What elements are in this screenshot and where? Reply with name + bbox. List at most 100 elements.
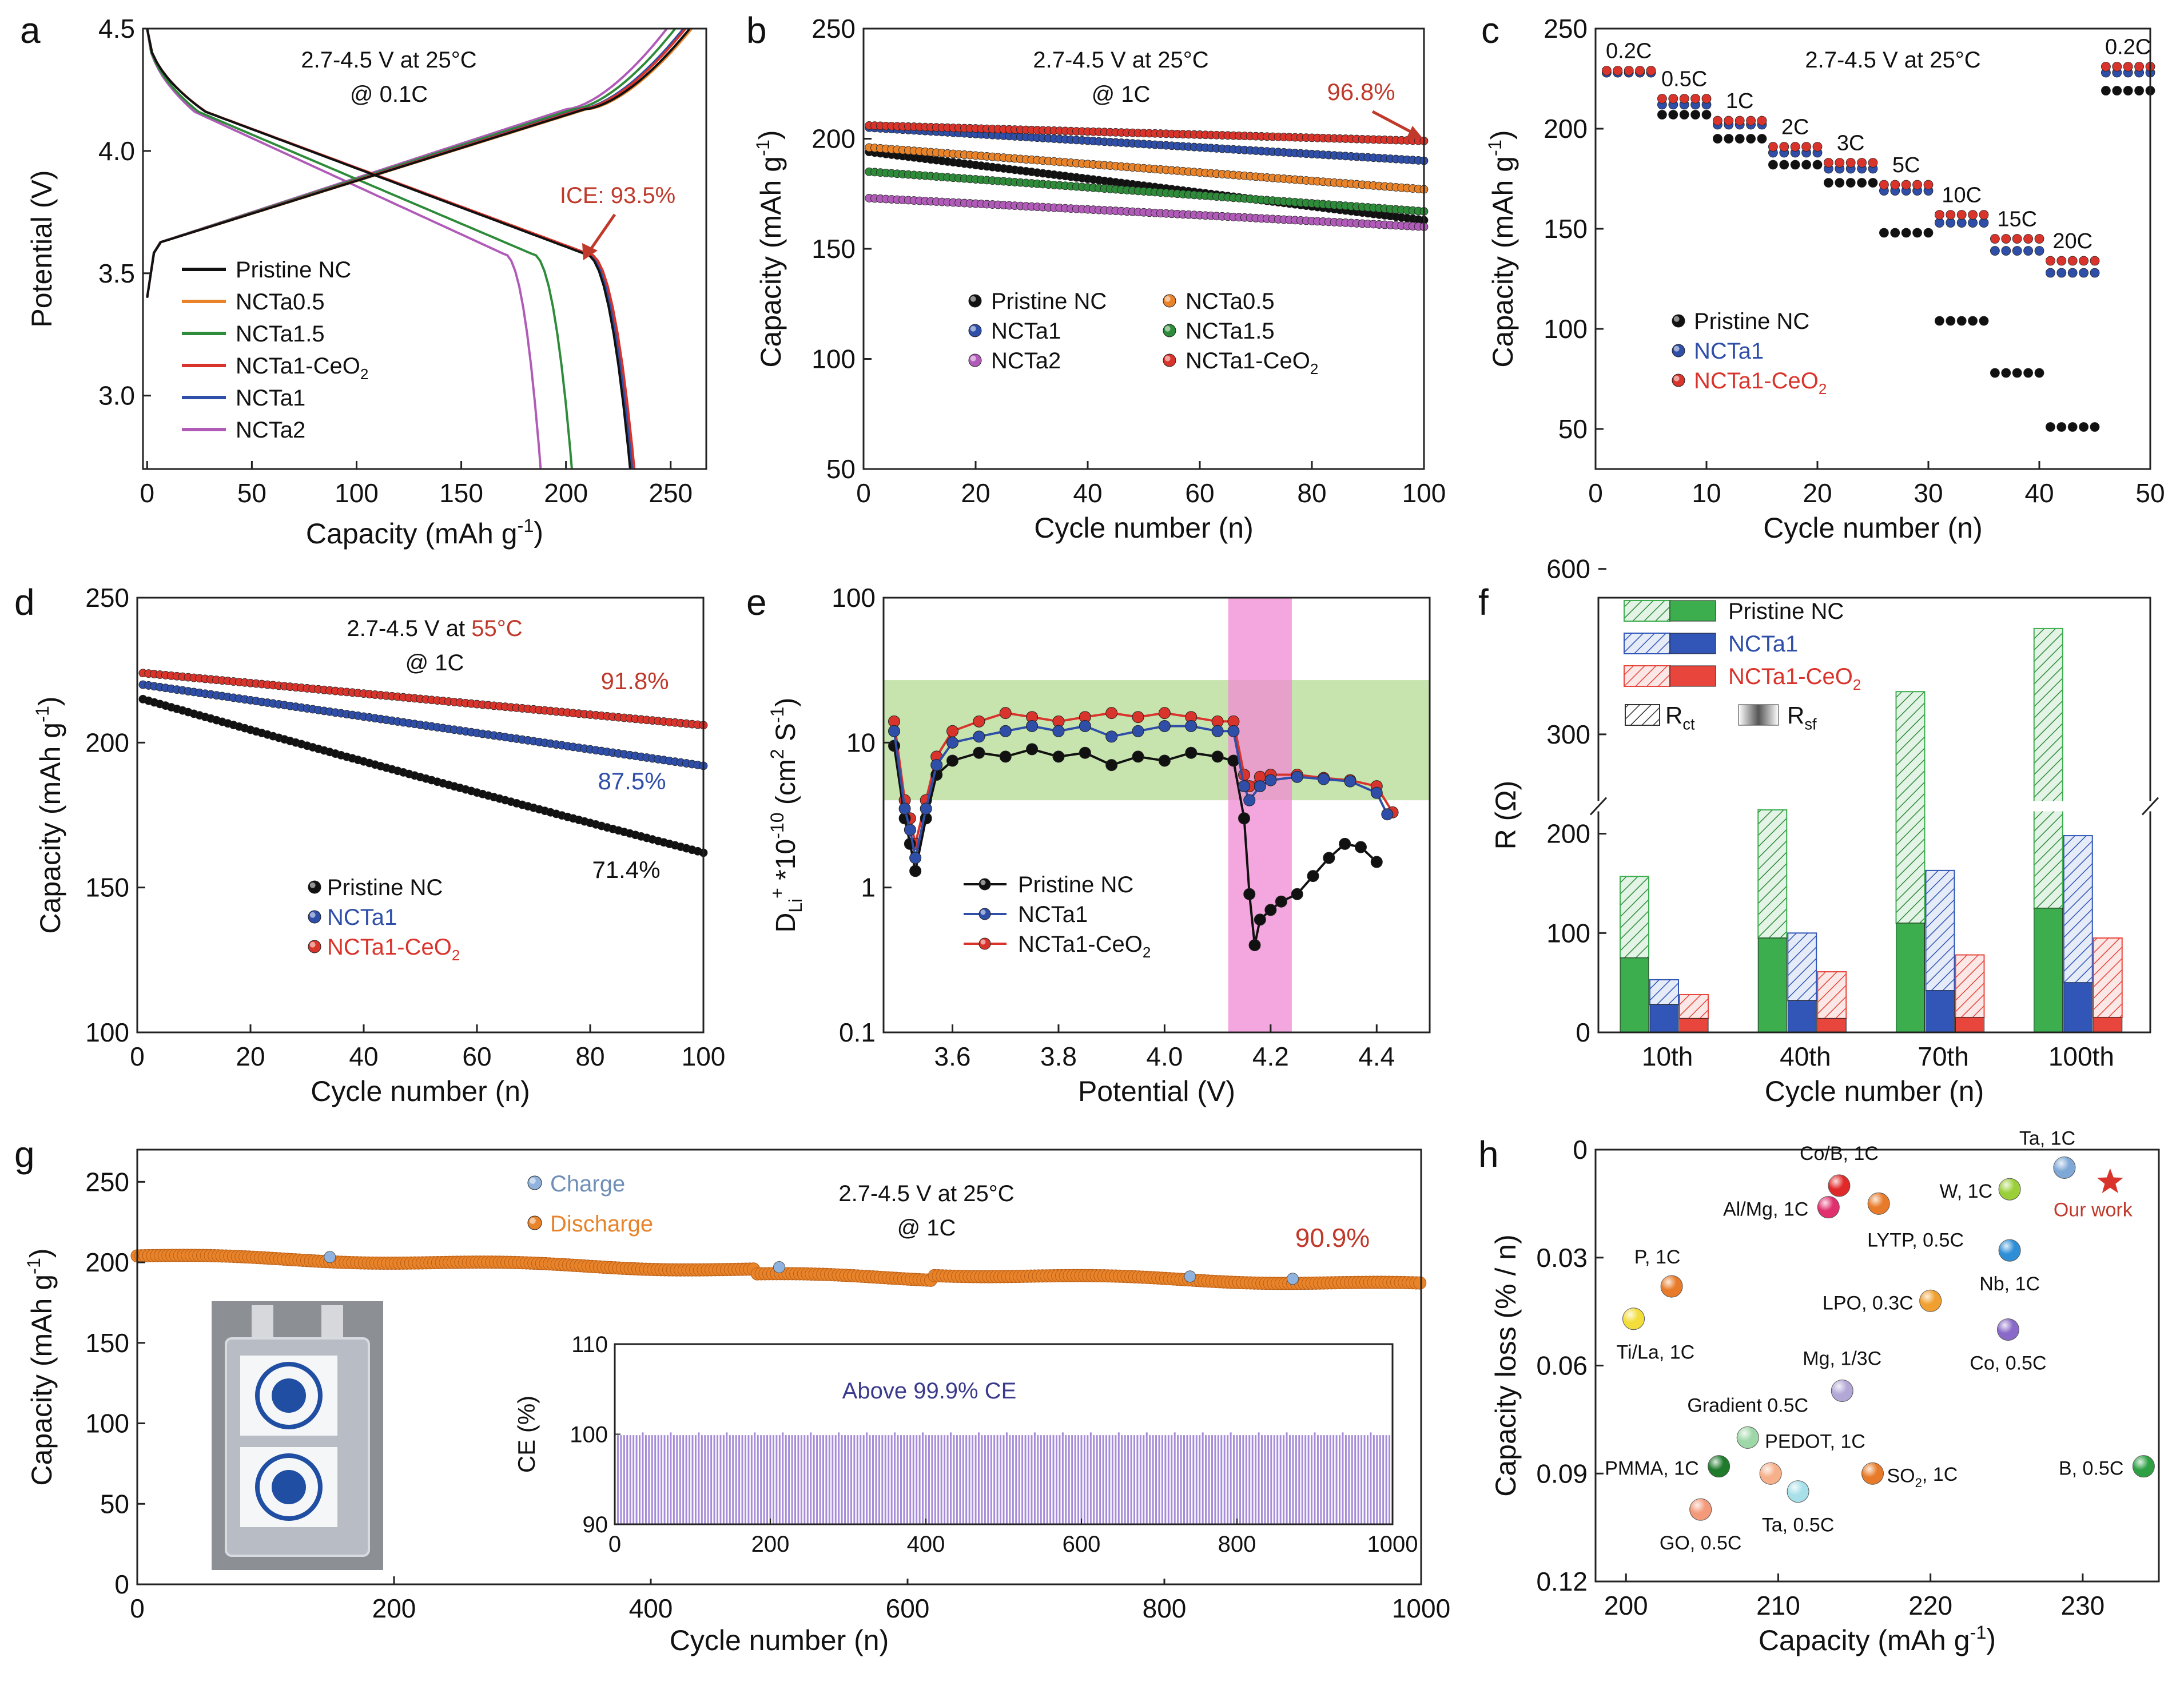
legend-swatch-rct: [1624, 665, 1670, 687]
data-point: [2056, 268, 2067, 278]
data-point: [2023, 368, 2034, 378]
data-point-shine: [1661, 1275, 1683, 1298]
inset-x-tick-label: 600: [1063, 1532, 1101, 1557]
cell-tab: [252, 1305, 273, 1340]
x-axis-title: Capacity (mAh g-1): [306, 515, 543, 550]
rate-label: 15C: [1997, 208, 2037, 232]
x-tick-label: 0: [130, 1042, 145, 1071]
data-point: [909, 865, 922, 877]
point-label: LPO, 0.3C: [1823, 1292, 1914, 1314]
data-point: [2034, 246, 2044, 256]
data-point: [1890, 228, 1900, 238]
x-tick-label: 40: [349, 1042, 378, 1071]
bar-rct: [1620, 876, 1649, 959]
data-point: [904, 824, 916, 836]
y-tick-label: 150: [85, 1328, 129, 1358]
data-point: [909, 852, 922, 864]
plot-frame: [136, 597, 705, 1034]
panel-label: g: [14, 1134, 35, 1175]
bar-rsf: [1620, 957, 1649, 1033]
charge-point: [324, 1251, 336, 1263]
data-point-shine: [1861, 1463, 1884, 1485]
rate-label: 20C: [2052, 229, 2092, 253]
university-logo-center: [272, 1378, 306, 1413]
data-point: [2012, 234, 2022, 244]
point-label: LYTP, 0.5C: [1867, 1229, 1964, 1251]
text-part: Pristine NC: [1728, 599, 1844, 624]
data-point-shine: [2133, 1455, 2155, 1477]
y-tick-label: 4.0: [98, 136, 135, 166]
chart-title: 2.7-4.5 V at 25°C: [1805, 47, 1980, 73]
bar-rct: [1679, 993, 1709, 1019]
data-point: [2112, 62, 2122, 71]
annotation-arrow: [587, 213, 616, 253]
x-tick-label: 80: [575, 1042, 604, 1071]
data-point: [1757, 116, 1767, 126]
data-point: [1968, 316, 1978, 326]
inset-x-tick-label: 1000: [1367, 1532, 1418, 1557]
data-point: [1879, 228, 1889, 238]
data-point-shine: [1919, 1290, 1942, 1312]
x-tick-label: 4.4: [1358, 1042, 1395, 1071]
y-tick-label: 100: [1543, 314, 1588, 344]
data-point: [1227, 725, 1240, 737]
y-tick-label: 50: [826, 454, 856, 484]
bar-rct: [1955, 954, 1985, 1018]
data-point: [1105, 707, 1118, 720]
data-point: [1158, 707, 1171, 720]
bar-rsf: [1787, 1000, 1817, 1033]
text-part: Pristine NC: [1694, 309, 1809, 334]
legend-swatch-rsf: [1669, 665, 1716, 687]
charge-curve: [146, 29, 691, 298]
plot-frame: [1597, 597, 2151, 1034]
plot-frame: [1594, 27, 2151, 470]
discharge-curve: [146, 29, 542, 469]
data-point: [1370, 786, 1383, 799]
text-part: SO: [1887, 1465, 1915, 1487]
y-tick-label: 600: [1546, 554, 1590, 584]
discharge-curve: [146, 29, 631, 469]
y-tick-label: 150: [1543, 214, 1588, 244]
data-point: [1724, 134, 1734, 144]
data-point: [2034, 234, 2044, 244]
data-point: [1701, 110, 1712, 120]
rate-label: 0.2C: [2105, 35, 2151, 59]
legend-label: NCTa1: [1694, 339, 1764, 364]
text-part: Capacity (mAh g: [755, 156, 787, 368]
data-point: [1381, 808, 1394, 821]
data-point: [2079, 268, 2089, 278]
data-point: [1923, 228, 1934, 238]
y-tick-label: 150: [85, 873, 129, 903]
data-point: [1624, 66, 1634, 75]
legend-marker-shine: [1164, 296, 1171, 302]
university-logo: [255, 1453, 323, 1521]
data-point-shine: [1817, 1196, 1840, 1218]
bar-rsf: [1757, 937, 1787, 1033]
data-point: [1835, 158, 1845, 168]
data-point: [1956, 316, 1967, 326]
data-point: [1370, 856, 1383, 868]
legend-label: Pristine NC: [991, 289, 1107, 314]
data-point: [1868, 158, 1878, 168]
text-part: Ta, 0.5C: [1762, 1515, 1835, 1536]
data-point: [2079, 422, 2089, 432]
data-point: [1185, 720, 1198, 732]
x-tick-label: 4.0: [1146, 1042, 1183, 1071]
data-point: [1712, 116, 1722, 126]
text-part: 2: [1915, 1476, 1922, 1490]
data-point: [999, 750, 1012, 763]
text-part: GO, 0.5C: [1660, 1532, 1742, 1554]
x-axis-title: Capacity (mAh g-1): [1759, 1622, 1996, 1656]
data-point: [1823, 178, 1833, 188]
axis-title-part: ): [771, 698, 801, 707]
y-tick-label: 250: [1543, 14, 1588, 43]
data-point: [999, 707, 1012, 720]
y-tick-label: 0: [114, 1569, 129, 1599]
text-part: -1: [1970, 1622, 1987, 1643]
x-axis-title: Potential (V): [1078, 1075, 1235, 1107]
text-part: Capacity (mAh g: [26, 1274, 58, 1486]
text-part: Capacity (mAh g: [1759, 1624, 1970, 1656]
x-axis-title: Cycle number (n): [311, 1075, 530, 1107]
y-tick-label: 100: [832, 583, 876, 613]
text-part: Ti/La, 1C: [1617, 1342, 1695, 1364]
